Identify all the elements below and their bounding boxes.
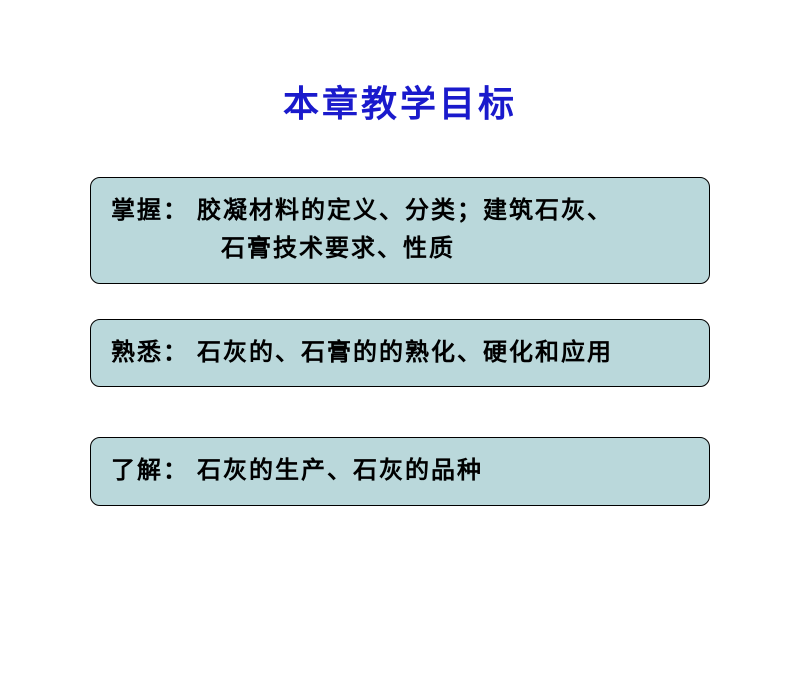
objective-line-1: 掌握： 胶凝材料的定义、分类；建筑石灰、 <box>111 192 689 230</box>
objective-text-familiar: 石灰的、石膏的的熟化、硬化和应用 <box>197 340 613 366</box>
objective-label-understand: 了解： <box>111 458 189 484</box>
objective-label-master: 掌握： <box>111 198 189 224</box>
page-title: 本章教学目标 <box>0 75 800 127</box>
objective-label-familiar: 熟悉： <box>111 340 189 366</box>
objective-box-master: 掌握： 胶凝材料的定义、分类；建筑石灰、 石膏技术要求、性质 <box>90 177 710 284</box>
objective-text-master-1: 胶凝材料的定义、分类；建筑石灰、 <box>197 198 613 224</box>
objective-text-understand: 石灰的生产、石灰的品种 <box>197 458 483 484</box>
objective-box-familiar: 熟悉： 石灰的、石膏的的熟化、硬化和应用 <box>90 319 710 387</box>
objective-box-understand: 了解： 石灰的生产、石灰的品种 <box>90 437 710 505</box>
objective-text-master-2: 石膏技术要求、性质 <box>111 230 689 268</box>
